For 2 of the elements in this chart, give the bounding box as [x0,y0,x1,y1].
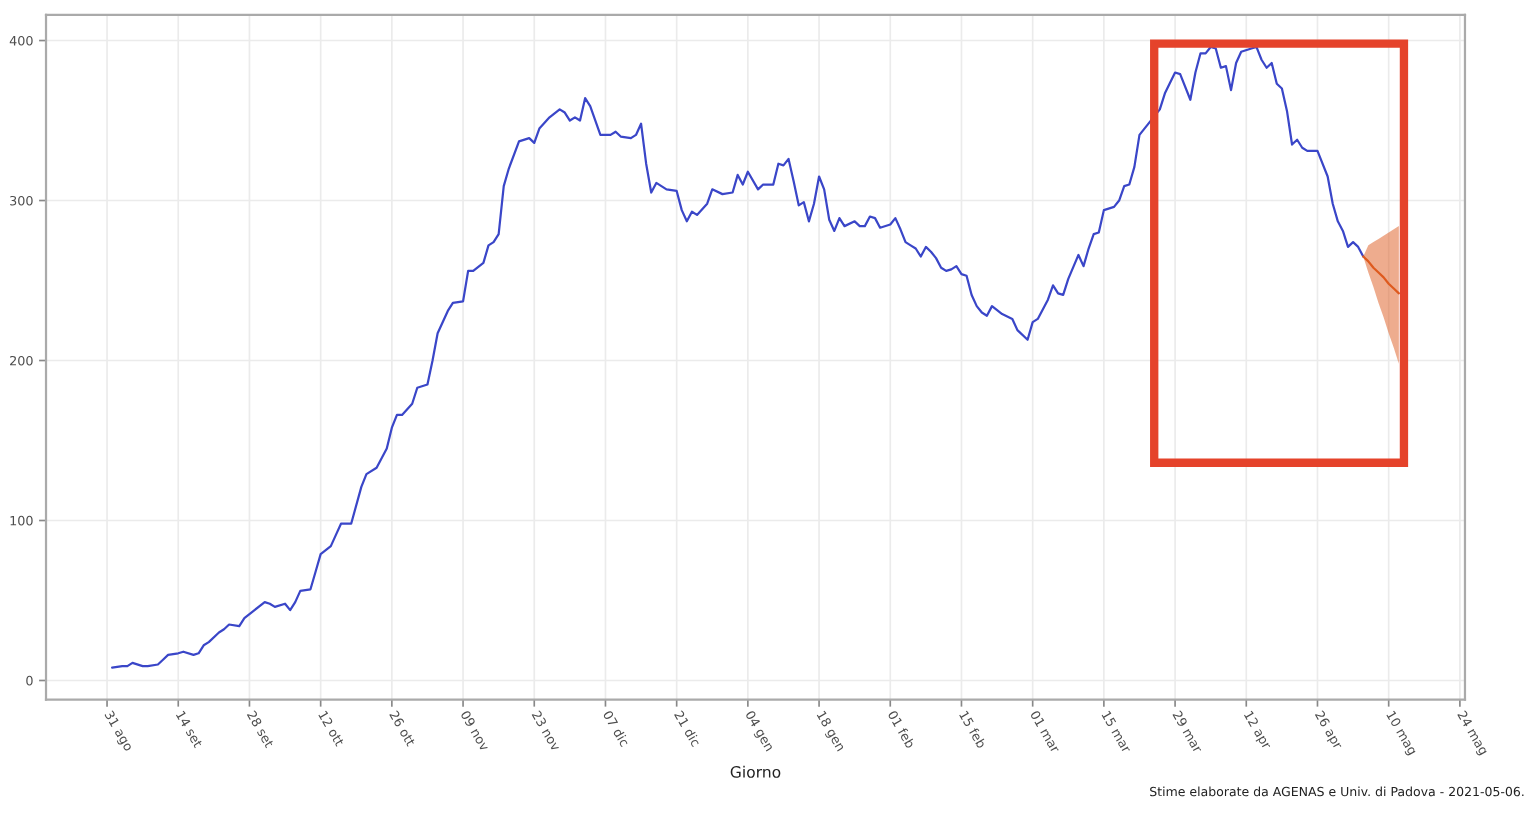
line-series [111,45,1365,669]
line-series [1362,255,1400,295]
